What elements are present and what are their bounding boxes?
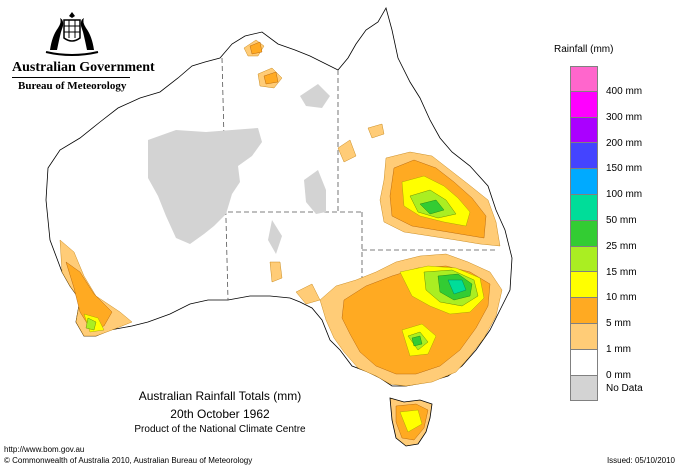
legend-item: 1 mm [570, 323, 680, 355]
legend-item: 400 mm [570, 66, 680, 97]
legend-swatch [570, 91, 598, 118]
legend-item: 15 mm [570, 246, 680, 278]
no-data-regions [148, 84, 330, 254]
legend-label: 200 mm [606, 137, 643, 149]
copyright: © Commonwealth of Australia 2010, Austra… [4, 456, 253, 465]
legend-swatch [570, 117, 598, 144]
legend-label: 400 mm [606, 86, 643, 97]
legend-item: 50 mm [570, 194, 680, 226]
legend-item: 150 mm [570, 143, 680, 174]
rain-50mm [447, 279, 467, 295]
legend-label: 5 mm [606, 318, 631, 330]
coat-of-arms-icon [45, 12, 99, 56]
legend-title: Rainfall (mm) [554, 44, 614, 55]
legend-swatch [570, 298, 598, 324]
legend-swatch [570, 169, 598, 195]
legend-swatch [570, 323, 598, 350]
legend-item: 0 mm [570, 349, 680, 381]
legend-label: 1 mm [606, 343, 631, 355]
legend-label: 10 mm [606, 292, 637, 304]
legend-swatch [570, 143, 598, 170]
legend-item-no-data: No Data [570, 375, 680, 402]
legend-item: 100 mm [570, 169, 680, 200]
bureau-name: Bureau of Meteorology [18, 80, 127, 92]
legend-swatch [570, 194, 598, 221]
map-title: Australian Rainfall Totals (mm) [138, 389, 302, 403]
legend-swatch [570, 349, 598, 376]
legend-item: 5 mm [570, 298, 680, 329]
legend-label: 100 mm [606, 189, 643, 201]
map-product: Product of the National Climate Centre [134, 424, 306, 435]
bom-url-link[interactable]: http://www.bom.gov.au [4, 445, 85, 454]
legend-label: 0 mm [606, 369, 631, 381]
legend-label: 25 mm [606, 240, 637, 252]
legend-label: 15 mm [606, 266, 637, 278]
government-name: Australian Government [12, 60, 155, 75]
legend-item: 200 mm [570, 117, 680, 149]
issued-date: Issued: 05/10/2010 [606, 456, 675, 465]
legend-label: 300 mm [606, 111, 643, 123]
legend-label: 150 mm [606, 163, 643, 175]
legend-swatch [570, 272, 598, 299]
legend-item: 25 mm [570, 220, 680, 252]
header-divider [12, 77, 130, 78]
legend-label-no-data: No Data [606, 382, 643, 394]
legend-label: 50 mm [606, 214, 637, 226]
legend: 400 mm 300 mm 200 mm 150 mm 100 mm 50 mm 25 mm… [570, 66, 680, 402]
legend-item: 300 mm [570, 91, 680, 123]
legend-item: 10 mm [570, 272, 680, 303]
map-date: 20th October 1962 [170, 407, 270, 421]
legend-swatch [570, 220, 598, 247]
legend-swatch-no-data [570, 375, 598, 402]
legend-swatch [570, 66, 598, 92]
legend-swatch [570, 246, 598, 273]
